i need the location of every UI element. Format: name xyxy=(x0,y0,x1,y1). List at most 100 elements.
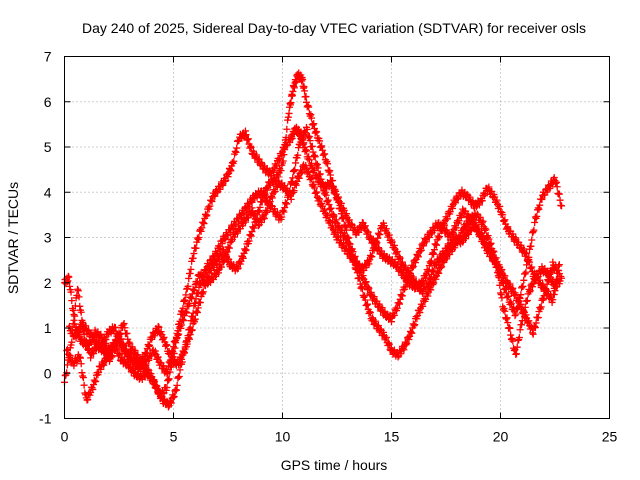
data-point xyxy=(290,187,298,195)
data-point xyxy=(374,234,382,242)
data-point xyxy=(189,309,197,317)
data-point xyxy=(487,250,495,258)
data-point xyxy=(233,265,241,273)
data-point xyxy=(413,315,421,323)
data-point xyxy=(385,231,393,239)
y-tick-label: 4 xyxy=(44,184,52,200)
data-point xyxy=(373,239,381,247)
data-point xyxy=(66,282,74,290)
data-point xyxy=(396,254,404,262)
data-point xyxy=(102,336,110,344)
data-point xyxy=(90,376,98,384)
data-point xyxy=(433,241,441,249)
data-point xyxy=(289,167,297,175)
data-point xyxy=(374,229,382,237)
data-point xyxy=(202,268,210,276)
data-point xyxy=(446,243,454,251)
data-point xyxy=(343,234,351,242)
data-point xyxy=(528,236,536,244)
data-point xyxy=(525,253,533,261)
data-point xyxy=(67,288,75,296)
data-point xyxy=(218,240,226,248)
data-point xyxy=(82,322,90,330)
data-point xyxy=(301,87,309,95)
data-point xyxy=(215,269,223,277)
data-point xyxy=(478,197,486,205)
data-point xyxy=(77,360,85,368)
data-point xyxy=(302,147,310,155)
data-point xyxy=(321,205,329,213)
data-point xyxy=(180,297,188,305)
data-point xyxy=(185,299,193,307)
data-point xyxy=(187,317,195,325)
data-point xyxy=(518,284,526,292)
data-point xyxy=(528,283,536,291)
data-point xyxy=(316,137,324,145)
data-point xyxy=(309,121,317,129)
data-point xyxy=(179,316,187,324)
data-point xyxy=(364,283,372,291)
data-point xyxy=(281,204,289,212)
data-point xyxy=(314,164,322,172)
y-axis-label: SDTVAR / TECUs xyxy=(5,182,21,294)
data-point xyxy=(419,302,427,310)
data-point xyxy=(414,253,422,261)
x-tick-label: 20 xyxy=(493,429,509,445)
data-point xyxy=(507,331,515,339)
data-point xyxy=(409,264,417,272)
data-point xyxy=(305,168,313,176)
data-point xyxy=(490,253,498,261)
data-point xyxy=(78,369,86,377)
data-point xyxy=(514,294,522,302)
data-point xyxy=(332,187,340,195)
data-point xyxy=(212,260,220,268)
data-point xyxy=(239,253,247,261)
data-point xyxy=(171,387,179,395)
data-point xyxy=(193,308,201,316)
data-points xyxy=(61,69,566,411)
data-point xyxy=(308,142,316,150)
data-point xyxy=(361,292,369,300)
data-point xyxy=(361,279,369,287)
data-point xyxy=(430,246,438,254)
data-point xyxy=(84,396,92,404)
data-point xyxy=(325,168,333,176)
data-point xyxy=(366,309,374,317)
data-point xyxy=(334,198,342,206)
data-point xyxy=(466,193,474,201)
data-point xyxy=(520,307,528,315)
data-point xyxy=(305,133,313,140)
data-point xyxy=(192,244,200,252)
data-point xyxy=(178,358,186,366)
data-point xyxy=(482,226,490,234)
data-point xyxy=(521,270,529,278)
data-point xyxy=(325,201,333,209)
data-point xyxy=(479,217,487,225)
data-point xyxy=(543,280,551,288)
data-point xyxy=(310,120,318,128)
data-point xyxy=(97,365,105,373)
data-point xyxy=(544,277,552,285)
data-point xyxy=(303,125,311,133)
data-point xyxy=(361,222,369,230)
x-tick-label: 15 xyxy=(384,429,400,445)
data-point xyxy=(524,257,532,265)
data-point xyxy=(226,166,234,174)
data-point xyxy=(247,232,255,240)
data-point xyxy=(233,144,241,152)
data-point xyxy=(362,278,370,286)
data-point xyxy=(318,146,326,154)
data-point xyxy=(504,223,512,231)
data-point xyxy=(310,180,318,188)
data-point xyxy=(512,310,520,318)
data-point xyxy=(220,256,228,264)
data-point xyxy=(154,323,162,331)
data-point xyxy=(131,346,139,354)
data-point xyxy=(361,296,369,304)
data-point xyxy=(489,194,497,202)
data-point xyxy=(151,332,159,340)
data-point xyxy=(438,254,446,262)
series-track-c xyxy=(61,123,566,411)
data-point xyxy=(430,279,438,287)
